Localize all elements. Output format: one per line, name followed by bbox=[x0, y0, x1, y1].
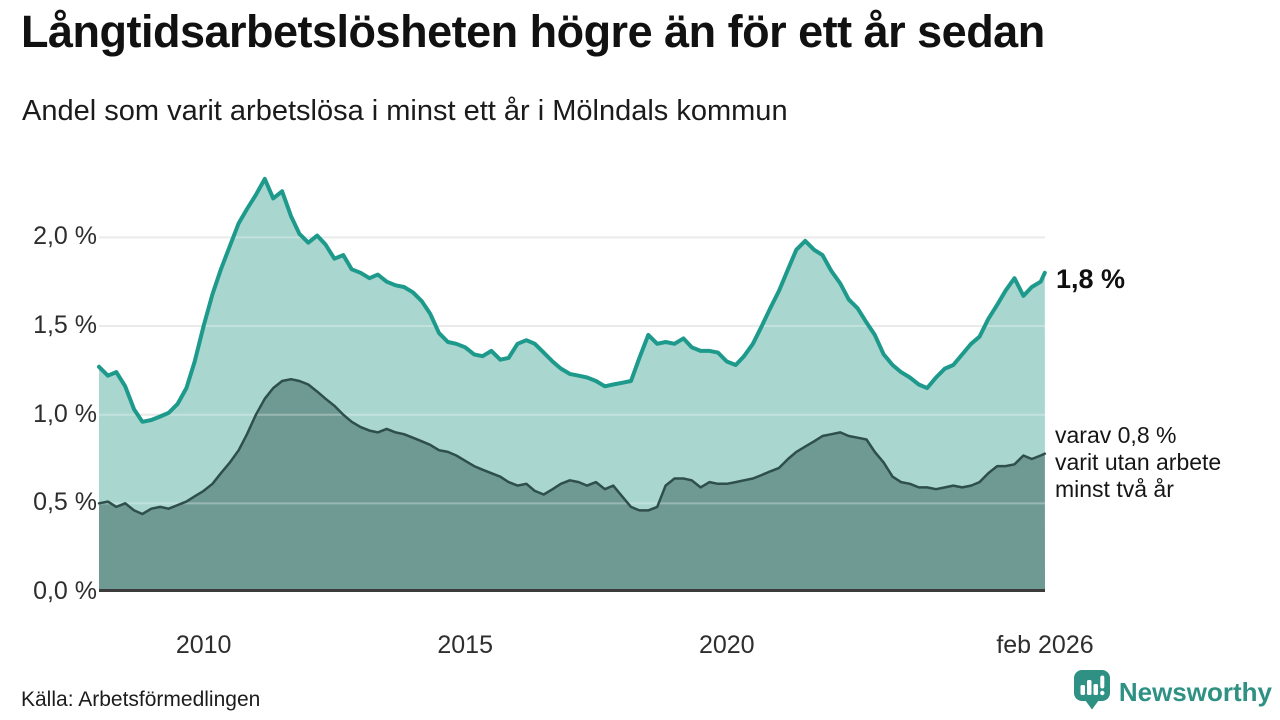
chart-title: Långtidsarbetslösheten högre än för ett … bbox=[21, 6, 1045, 57]
source-note: Källa: Arbetsförmedlingen bbox=[21, 688, 261, 711]
area-chart bbox=[97, 176, 1047, 592]
y-axis-label: 1,0 % bbox=[33, 399, 97, 428]
subset-series-line bbox=[97, 377, 1047, 516]
plot-area bbox=[97, 170, 1047, 592]
y-axis-label: 0,0 % bbox=[33, 577, 97, 605]
newsworthy-logo-icon bbox=[1073, 669, 1111, 715]
newsworthy-logo-text: Newsworthy bbox=[1118, 676, 1272, 707]
annotation-subset-line1: varav 0,8 % bbox=[1055, 422, 1177, 448]
annotation-subset-line3: minst två år bbox=[1055, 476, 1174, 502]
y-axis-label: 2,0 % bbox=[33, 222, 97, 251]
x-axis-label: 2020 bbox=[698, 631, 755, 659]
chart-subtitle: Andel som varit arbetslösa i minst ett å… bbox=[22, 95, 788, 127]
x-axis-label: 2010 bbox=[175, 631, 232, 659]
subset-series-area bbox=[99, 379, 1045, 592]
x-axis-label: feb 2026 bbox=[996, 631, 1094, 659]
y-axis-label: 1,5 % bbox=[33, 311, 97, 340]
total-series-line bbox=[97, 176, 1047, 424]
annotation-latest-value: 1,8 % bbox=[1056, 264, 1126, 294]
annotation-subset: varav 0,8 % varit utan arbete minst två … bbox=[1055, 422, 1221, 503]
newsworthy-logo: Newsworthy bbox=[1073, 669, 1272, 715]
annotation-subset-line2: varit utan arbete bbox=[1055, 449, 1222, 475]
x-axis-label: 2015 bbox=[437, 631, 493, 659]
y-axis-label: 0,5 % bbox=[33, 488, 97, 517]
